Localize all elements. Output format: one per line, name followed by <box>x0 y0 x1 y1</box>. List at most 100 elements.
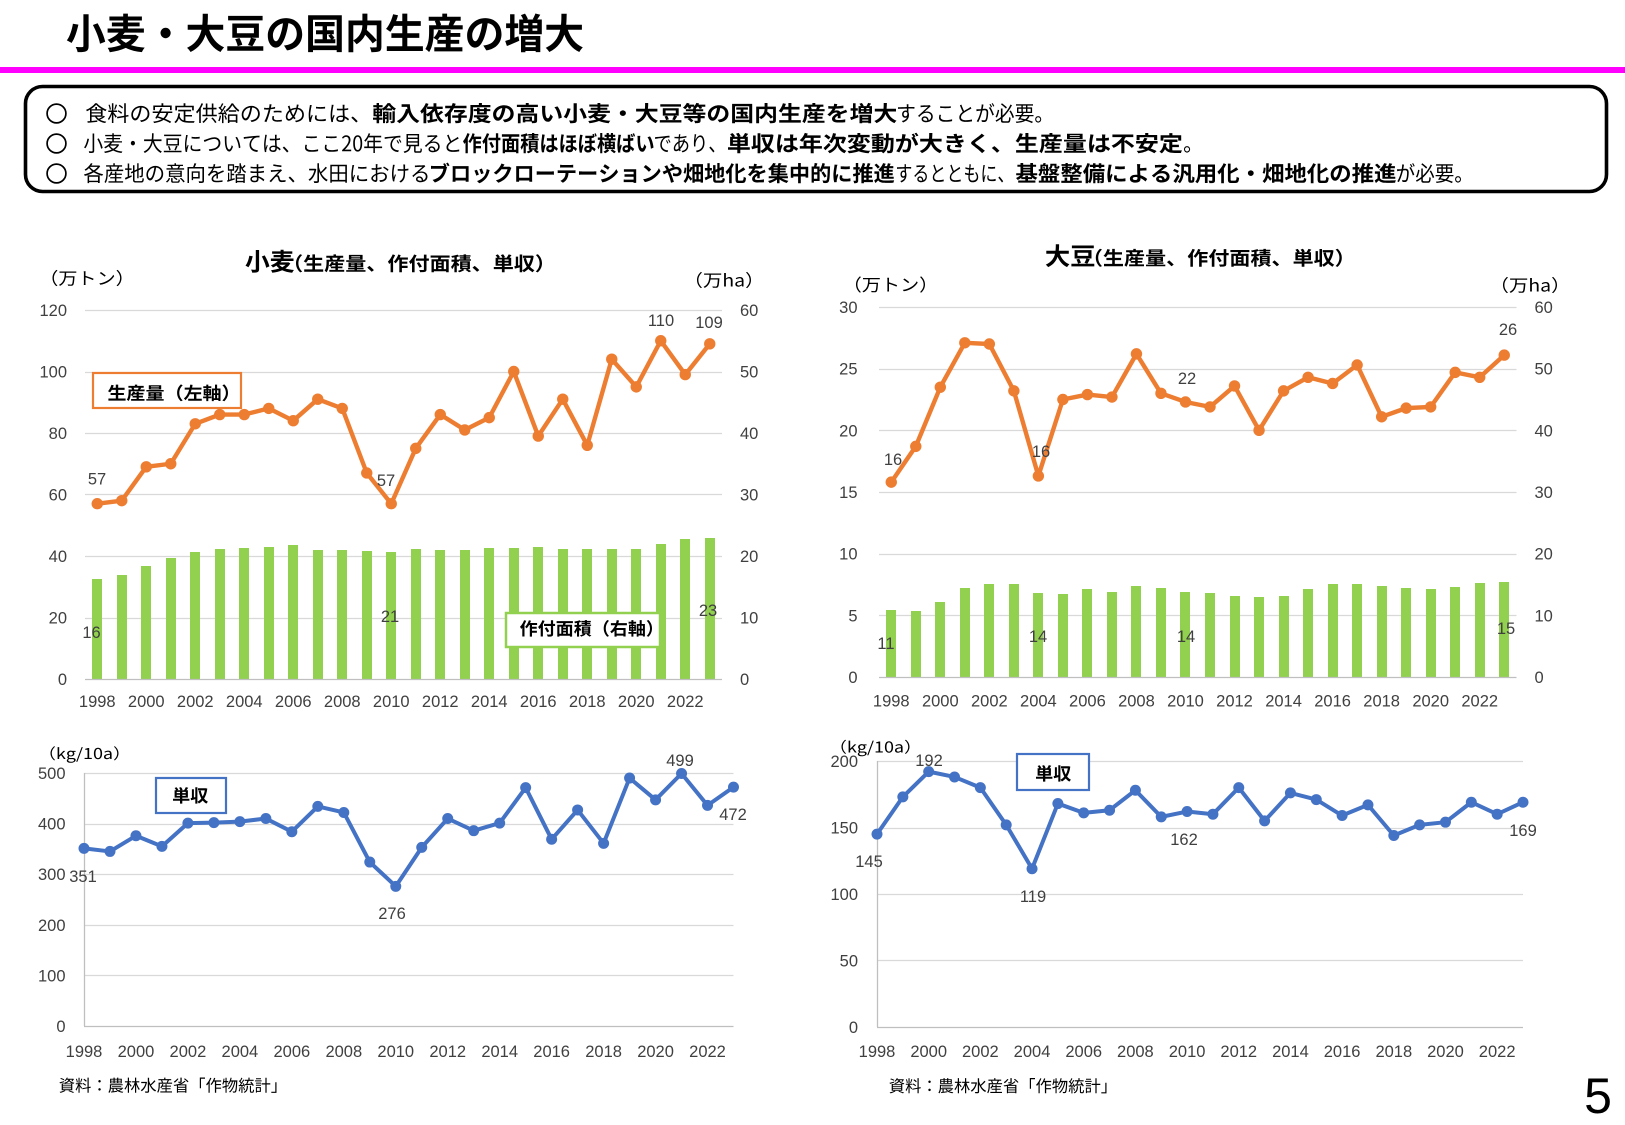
svg-text:40: 40 <box>740 425 758 443</box>
svg-text:2020: 2020 <box>637 1043 674 1061</box>
svg-text:120: 120 <box>39 302 67 320</box>
svg-text:2014: 2014 <box>1265 693 1302 711</box>
svg-text:16: 16 <box>82 624 100 642</box>
svg-text:2022: 2022 <box>689 1043 726 1061</box>
svg-text:80: 80 <box>49 425 67 443</box>
svg-text:30: 30 <box>1535 484 1553 502</box>
svg-text:2006: 2006 <box>1065 1043 1102 1061</box>
svg-text:2014: 2014 <box>1272 1043 1309 1061</box>
svg-text:14: 14 <box>1029 628 1047 646</box>
svg-text:499: 499 <box>666 752 694 770</box>
svg-text:472: 472 <box>719 806 747 824</box>
svg-text:2018: 2018 <box>1363 693 1400 711</box>
svg-text:162: 162 <box>1170 831 1198 849</box>
svg-text:20: 20 <box>839 422 857 440</box>
svg-text:2016: 2016 <box>1314 693 1351 711</box>
svg-text:169: 169 <box>1509 822 1537 840</box>
svg-text:57: 57 <box>88 471 106 489</box>
svg-text:100: 100 <box>830 886 858 904</box>
svg-text:300: 300 <box>38 866 66 884</box>
svg-text:2002: 2002 <box>177 693 214 711</box>
svg-text:15: 15 <box>839 484 857 502</box>
svg-text:26: 26 <box>1499 321 1517 339</box>
svg-text:2018: 2018 <box>1375 1043 1412 1061</box>
svg-text:10: 10 <box>839 546 857 564</box>
svg-text:2012: 2012 <box>429 1043 466 1061</box>
svg-text:60: 60 <box>49 487 67 505</box>
svg-text:2002: 2002 <box>971 693 1008 711</box>
svg-text:40: 40 <box>1535 422 1553 440</box>
svg-text:2010: 2010 <box>373 693 410 711</box>
svg-text:20: 20 <box>49 610 67 628</box>
svg-text:100: 100 <box>39 364 67 382</box>
svg-text:2016: 2016 <box>1324 1043 1361 1061</box>
svg-text:2008: 2008 <box>324 693 361 711</box>
svg-text:2020: 2020 <box>1412 693 1449 711</box>
svg-text:2000: 2000 <box>910 1043 947 1061</box>
svg-text:2008: 2008 <box>1117 1043 1154 1061</box>
svg-text:2000: 2000 <box>128 693 165 711</box>
svg-text:2000: 2000 <box>922 693 959 711</box>
svg-text:2004: 2004 <box>226 693 263 711</box>
svg-text:2012: 2012 <box>1220 1043 1257 1061</box>
svg-text:2018: 2018 <box>569 693 606 711</box>
svg-text:30: 30 <box>839 299 857 317</box>
svg-text:5: 5 <box>848 607 857 625</box>
svg-text:400: 400 <box>38 816 66 834</box>
svg-text:200: 200 <box>830 753 858 771</box>
svg-text:2008: 2008 <box>1118 693 1155 711</box>
svg-text:2022: 2022 <box>667 693 704 711</box>
svg-text:15: 15 <box>1497 620 1515 638</box>
svg-text:2004: 2004 <box>222 1043 259 1061</box>
svg-text:2002: 2002 <box>962 1043 999 1061</box>
svg-text:2012: 2012 <box>422 693 459 711</box>
svg-text:50: 50 <box>1535 361 1553 379</box>
svg-text:351: 351 <box>69 868 97 886</box>
svg-text:0: 0 <box>1535 669 1544 687</box>
svg-text:2012: 2012 <box>1216 693 1253 711</box>
svg-text:2014: 2014 <box>481 1043 518 1061</box>
svg-text:11: 11 <box>877 635 894 653</box>
svg-text:109: 109 <box>695 314 723 332</box>
svg-text:20: 20 <box>1535 546 1553 564</box>
svg-text:276: 276 <box>378 905 406 923</box>
svg-text:14: 14 <box>1177 628 1195 646</box>
svg-text:2016: 2016 <box>520 693 557 711</box>
svg-text:50: 50 <box>840 953 858 971</box>
svg-text:145: 145 <box>855 853 883 871</box>
svg-text:23: 23 <box>699 602 717 620</box>
svg-text:16: 16 <box>1032 443 1050 461</box>
svg-text:50: 50 <box>740 364 758 382</box>
svg-text:57: 57 <box>377 472 395 490</box>
svg-text:2010: 2010 <box>377 1043 414 1061</box>
svg-text:22: 22 <box>1178 370 1196 388</box>
svg-text:2004: 2004 <box>1020 693 1057 711</box>
svg-text:0: 0 <box>58 671 67 689</box>
svg-text:2006: 2006 <box>1069 693 1106 711</box>
svg-text:2004: 2004 <box>1014 1043 1051 1061</box>
svg-text:60: 60 <box>740 302 758 320</box>
svg-text:40: 40 <box>49 548 67 566</box>
svg-text:25: 25 <box>839 361 857 379</box>
svg-text:2008: 2008 <box>325 1043 362 1061</box>
svg-text:5: 5 <box>1584 1068 1612 1124</box>
svg-text:100: 100 <box>38 967 66 985</box>
svg-text:60: 60 <box>1535 299 1553 317</box>
svg-text:1998: 1998 <box>66 1043 103 1061</box>
svg-text:16: 16 <box>884 451 902 469</box>
svg-text:20: 20 <box>740 548 758 566</box>
svg-text:119: 119 <box>1020 888 1046 906</box>
svg-text:10: 10 <box>1535 607 1553 625</box>
svg-text:2016: 2016 <box>533 1043 570 1061</box>
svg-text:500: 500 <box>38 765 66 783</box>
svg-text:1998: 1998 <box>79 693 116 711</box>
svg-text:2006: 2006 <box>275 693 312 711</box>
svg-text:2000: 2000 <box>118 1043 155 1061</box>
svg-text:0: 0 <box>740 671 749 689</box>
svg-text:2006: 2006 <box>273 1043 310 1061</box>
svg-text:110: 110 <box>648 312 674 330</box>
svg-text:2022: 2022 <box>1461 693 1498 711</box>
svg-text:0: 0 <box>56 1018 65 1036</box>
svg-text:2020: 2020 <box>618 693 655 711</box>
svg-text:2010: 2010 <box>1167 693 1204 711</box>
